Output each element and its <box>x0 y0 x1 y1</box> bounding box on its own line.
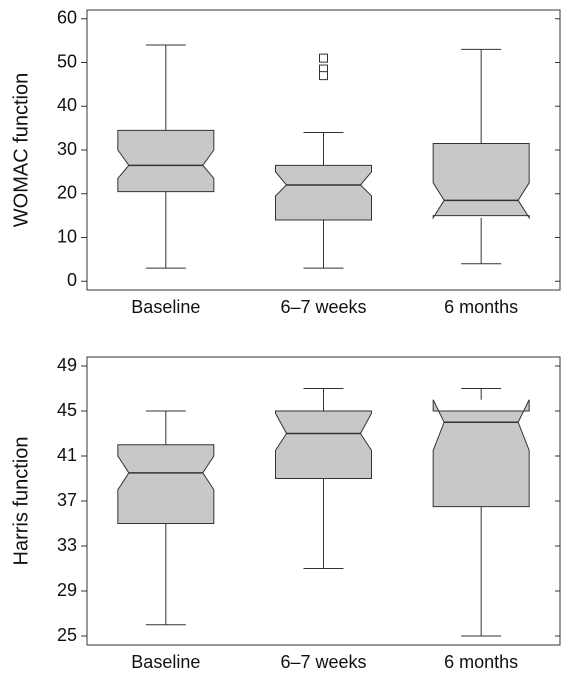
y-tick-label: 25 <box>57 625 77 645</box>
y-tick-label: 50 <box>57 51 77 71</box>
y-tick-label: 10 <box>57 226 77 246</box>
y-tick-label: 20 <box>57 183 77 203</box>
box <box>117 444 215 524</box>
x-tick-label: 6 months <box>444 297 518 317</box>
box <box>432 399 530 508</box>
y-axis-label: WOMAC function <box>10 73 32 227</box>
y-tick-label: 30 <box>57 139 77 159</box>
y-tick-label: 60 <box>57 8 77 28</box>
y-axis-label: Harris function <box>10 437 32 566</box>
box <box>275 410 372 479</box>
x-tick-label: 6 months <box>444 652 518 672</box>
box <box>117 129 215 193</box>
y-tick-label: 33 <box>57 535 77 555</box>
y-tick-label: 41 <box>57 445 77 465</box>
y-tick-label: 40 <box>57 95 77 115</box>
x-tick-label: Baseline <box>131 297 200 317</box>
y-tick-label: 45 <box>57 400 77 420</box>
x-tick-label: 6–7 weeks <box>280 652 366 672</box>
x-tick-label: Baseline <box>131 652 200 672</box>
outlier <box>319 71 328 81</box>
y-tick-label: 0 <box>67 270 77 290</box>
y-tick-label: 29 <box>57 580 77 600</box>
box <box>432 142 530 220</box>
y-tick-label: 37 <box>57 490 77 510</box>
y-tick-label: 49 <box>57 355 77 375</box>
box <box>275 164 372 221</box>
x-tick-label: 6–7 weeks <box>280 297 366 317</box>
outlier <box>319 53 328 63</box>
